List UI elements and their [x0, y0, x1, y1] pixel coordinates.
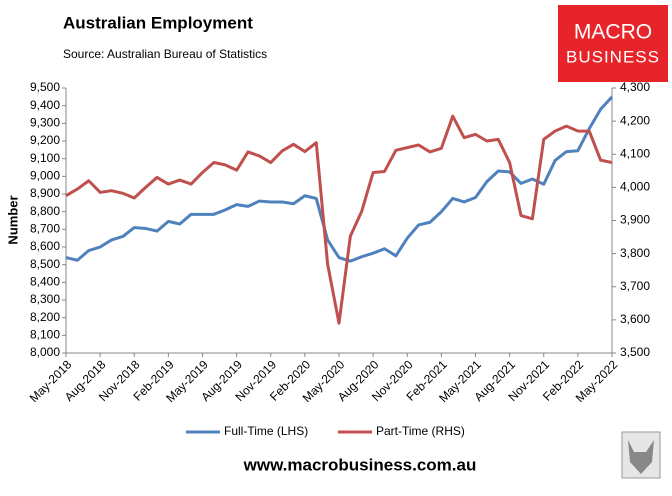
y2-tick-label: 3,900 [620, 213, 650, 227]
y2-tick-label: 4,100 [620, 146, 650, 160]
y2-tick-label: 3,600 [620, 312, 650, 326]
logo-text: MACRO [574, 21, 652, 44]
legend-label: Part-Time (RHS) [376, 424, 465, 438]
y2-tick-label: 3,500 [620, 345, 650, 359]
y-tick-label: 9,300 [30, 116, 60, 130]
wolf-icon [621, 431, 661, 479]
y2-tick-label: 4,000 [620, 180, 650, 194]
y-tick-label: 9,400 [30, 98, 60, 112]
y-tick-label: 8,200 [30, 310, 60, 324]
y2-tick-label: 4,300 [620, 80, 650, 94]
y2-tick-label: 3,700 [620, 279, 650, 293]
y2-tick-label: 4,200 [620, 113, 650, 127]
chart-title: Australian Employment [63, 13, 253, 32]
series-line [65, 95, 614, 263]
website: www.macrobusiness.com.au [243, 455, 477, 474]
y-tick-label: 8,500 [30, 257, 60, 271]
y-tick-label: 8,800 [30, 204, 60, 218]
series-line [65, 114, 613, 325]
y-tick-label: 8,100 [30, 328, 60, 342]
y-axis-label: Number [5, 195, 20, 244]
y-tick-label: 8,600 [30, 239, 60, 253]
y-tick-label: 9,200 [30, 133, 60, 147]
y-tick-label: 9,100 [30, 151, 60, 165]
y-tick-label: 8,300 [30, 292, 60, 306]
legend-label: Full-Time (LHS) [224, 424, 308, 438]
y2-tick-label: 3,800 [620, 246, 650, 260]
y-tick-label: 9,500 [30, 80, 60, 94]
logo-text: BUSINESS [566, 47, 660, 66]
y-tick-label: 9,000 [30, 169, 60, 183]
y-tick-label: 8,000 [30, 345, 60, 359]
y-tick-label: 8,400 [30, 275, 60, 289]
y-tick-label: 8,700 [30, 222, 60, 236]
chart-subtitle: Source: Australian Bureau of Statistics [63, 47, 267, 61]
logo-box [558, 5, 668, 82]
y-tick-label: 8,900 [30, 186, 60, 200]
